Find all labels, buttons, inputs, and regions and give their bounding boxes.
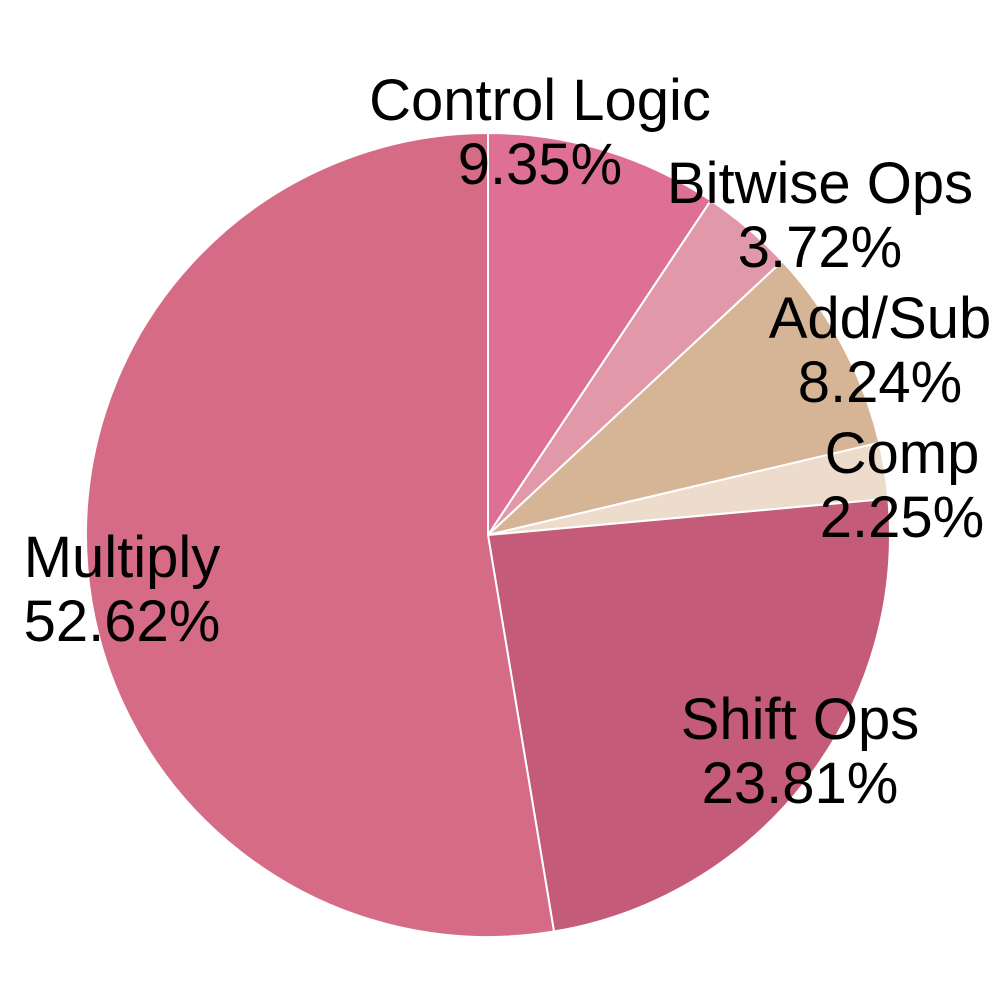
pie-slice-multiply <box>84 132 556 938</box>
slice-category-label: Add/Sub <box>769 286 992 351</box>
slice-value-label: 3.72% <box>738 215 902 280</box>
slice-category-label: Control Logic <box>369 68 711 133</box>
slice-value-label: 8.24% <box>798 350 962 415</box>
slice-category-label: Shift Ops <box>681 687 920 752</box>
slice-value-label: 2.25% <box>820 485 984 550</box>
pie-slice-add-sub <box>487 260 881 536</box>
slice-value-label: 52.62% <box>24 589 221 654</box>
slice-value-label: 9.35% <box>458 132 622 197</box>
slice-value-label: 23.81% <box>702 751 899 816</box>
slices-layer <box>84 132 891 938</box>
slice-category-label: Multiply <box>24 525 221 590</box>
slice-category-label: Bitwise Ops <box>667 151 973 216</box>
pie-slice-control-logic <box>487 132 712 536</box>
slice-category-label: Comp <box>825 421 980 486</box>
pie-slice-shift-ops <box>487 497 891 933</box>
